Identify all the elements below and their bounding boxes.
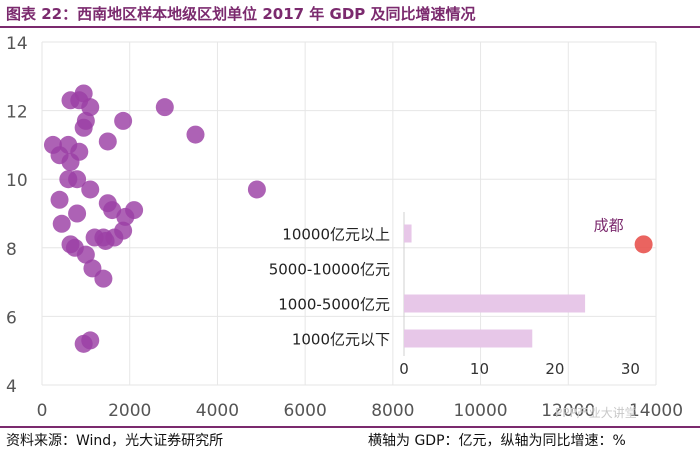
scatter-point — [247, 180, 266, 199]
y-tick-label: 10 — [6, 171, 28, 191]
scatter-point — [81, 180, 100, 199]
inset-category-label: 1000-5000亿元 — [278, 296, 390, 314]
y-tick-label: 8 — [6, 240, 17, 260]
inset-bar — [404, 224, 412, 243]
inset-x-tick-label: 20 — [545, 360, 564, 378]
scatter-point — [98, 132, 117, 151]
highlight-point — [634, 235, 653, 254]
scatter-point — [114, 111, 133, 130]
source-note: 资料来源：Wind，光大证券研究所 — [6, 433, 224, 449]
scatter-point — [186, 125, 205, 144]
inset-bar — [404, 329, 533, 348]
scatter-point — [76, 245, 95, 264]
scatter-point — [68, 204, 87, 223]
page-title: 图表 22：西南地区样本地级区划单位 2017 年 GDP 及同比增速情况 — [6, 5, 476, 23]
footer-divider — [0, 426, 700, 428]
x-tick-label: 4000 — [196, 401, 239, 421]
scatter-point — [116, 207, 135, 226]
y-tick-label: 4 — [6, 377, 17, 397]
inset-bar-chart: 10000亿元以上 5000-10000亿元 1000-5000亿元 1000亿元以下… — [269, 212, 640, 378]
x-tick-label: 10000 — [454, 401, 508, 421]
axis-note: 横轴为 GDP：亿元，纵轴为同比增速：% — [368, 433, 626, 449]
inset-category-label: 1000亿元以下 — [292, 331, 390, 349]
title-divider — [0, 26, 700, 28]
x-tick-label: 2000 — [108, 401, 151, 421]
scatter-point — [74, 334, 93, 353]
scatter-point — [94, 269, 113, 288]
scatter-point — [81, 98, 100, 117]
inset-x-tick-label: 10 — [470, 360, 489, 378]
axis-ticks: 4 6 8 10 12 14 0 2000 4000 6000 8000 10000 12000 1400… — [6, 34, 683, 421]
inset-bar — [404, 294, 586, 313]
x-tick-label: 14000 — [629, 401, 683, 421]
inset-category-label: 5000-10000亿元 — [269, 261, 390, 279]
scatter-point — [74, 118, 93, 137]
x-tick-label: 8000 — [371, 401, 414, 421]
scatter-point — [155, 98, 174, 117]
highlight-label: 成都 — [594, 216, 624, 234]
scatter-points: 成都 — [43, 84, 653, 353]
inset-category-label: 10000亿元以上 — [282, 226, 390, 244]
y-tick-label: 12 — [6, 103, 28, 123]
grid-layer — [41, 41, 657, 386]
inset-x-tick-label: 30 — [621, 360, 640, 378]
scatter-point — [68, 170, 87, 189]
y-tick-label: 6 — [6, 308, 17, 328]
scatter-point — [50, 190, 69, 209]
y-tick-label: 14 — [6, 34, 28, 54]
scatter-point — [52, 214, 71, 233]
x-tick-label: 0 — [37, 401, 48, 421]
inset-x-tick-label: 0 — [399, 360, 409, 378]
scatter-point — [61, 153, 80, 172]
x-tick-label: 12000 — [541, 401, 595, 421]
scatter-point — [96, 231, 115, 250]
x-tick-label: 6000 — [284, 401, 327, 421]
watermark: PPP产业大讲堂 — [555, 406, 637, 420]
